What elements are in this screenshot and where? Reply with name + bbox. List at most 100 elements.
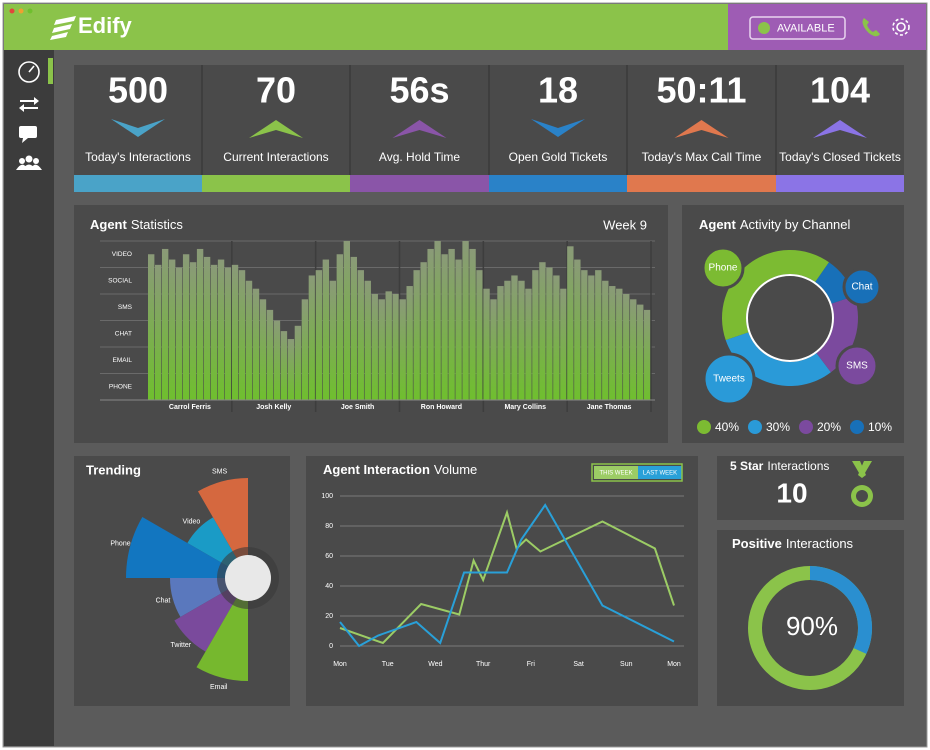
bar xyxy=(287,339,295,400)
panel-title: Agent Statistics xyxy=(90,217,183,232)
title-bold: 5 Star xyxy=(730,459,764,473)
logo[interactable]: Edify xyxy=(78,13,133,38)
settings-icon[interactable] xyxy=(892,18,910,36)
channel-bubble xyxy=(702,352,756,406)
phone-icon[interactable] xyxy=(862,18,881,37)
five-star-panel xyxy=(717,456,904,520)
bar xyxy=(483,288,490,400)
positive-ring-accent xyxy=(809,566,873,654)
kpi-label: Avg. Hold Time xyxy=(379,150,460,164)
bar xyxy=(609,286,616,400)
y-tick-label: 20 xyxy=(325,613,333,620)
bar xyxy=(448,248,455,400)
bar xyxy=(154,264,162,400)
panel-title: Positive Interactions xyxy=(732,536,854,551)
bar xyxy=(175,267,183,400)
bar xyxy=(623,294,630,400)
positive-value: 90% xyxy=(786,611,838,641)
bar xyxy=(224,267,232,400)
title-bold: Agent Interaction xyxy=(323,462,430,477)
trend-arrow xyxy=(249,120,303,138)
bar xyxy=(189,262,197,400)
trend-arrow xyxy=(813,120,867,138)
legend-toggle[interactable] xyxy=(638,466,682,479)
bar xyxy=(308,275,316,400)
x-tick-label: Mary Collins xyxy=(504,404,546,411)
title-bold: Agent xyxy=(699,217,737,232)
kpi-band xyxy=(776,175,904,192)
channel-label: SMS xyxy=(846,361,868,372)
y-tick-label: 60 xyxy=(325,553,333,560)
bar xyxy=(560,288,567,400)
channel-bubble xyxy=(842,267,882,307)
bar xyxy=(301,299,309,400)
kpi-value: 56s xyxy=(389,70,449,111)
bar xyxy=(455,259,462,400)
legend-label: 40% xyxy=(715,420,739,434)
bar xyxy=(434,241,441,400)
bar xyxy=(595,270,602,400)
x-tick-label: Wed xyxy=(428,661,442,668)
rose-label: Chat xyxy=(156,598,171,605)
legend-frame xyxy=(591,463,683,482)
title-bold: Agent xyxy=(90,217,128,232)
kpi-value: 18 xyxy=(538,70,578,111)
legend-swatch xyxy=(748,420,762,434)
bar xyxy=(161,248,169,400)
donut-hole xyxy=(746,274,834,362)
y-tick-label: 80 xyxy=(325,523,333,530)
bar xyxy=(525,288,532,400)
y-tick-label: PHONE xyxy=(109,383,133,390)
rose-wedge xyxy=(126,517,248,578)
transfer-icon[interactable] xyxy=(19,97,39,112)
bar xyxy=(210,264,218,400)
panel-title: Trending xyxy=(86,462,141,477)
legend-toggle[interactable] xyxy=(594,466,638,479)
medal-icon xyxy=(851,461,873,507)
window-dot[interactable] xyxy=(9,8,15,14)
bar xyxy=(532,270,539,400)
bar xyxy=(203,256,211,400)
agents-icon[interactable] xyxy=(16,155,42,171)
kpi-band xyxy=(489,175,627,192)
panel-title: 5 Star Interactions xyxy=(730,459,829,473)
x-tick-label: Fri xyxy=(527,661,536,668)
legend-label: 30% xyxy=(766,420,790,434)
status-button[interactable] xyxy=(749,16,846,40)
x-tick-label: Joe Smith xyxy=(341,404,374,411)
rose-label: Email xyxy=(210,684,228,691)
bar xyxy=(616,288,623,400)
legend-swatch xyxy=(799,420,813,434)
bar xyxy=(539,262,546,400)
legend-label: 20% xyxy=(817,420,841,434)
bar xyxy=(343,241,350,400)
x-tick-label: Mon xyxy=(333,661,347,668)
bar xyxy=(357,270,364,400)
kpi-value: 104 xyxy=(810,70,870,111)
bar xyxy=(182,254,190,400)
x-tick-label: Carrol Ferris xyxy=(169,404,211,411)
legend-label: 10% xyxy=(868,420,892,434)
chat-icon[interactable] xyxy=(19,126,37,143)
kpi-label: Today's Interactions xyxy=(85,150,191,164)
bar xyxy=(217,259,225,400)
channel-label: Chat xyxy=(851,282,872,293)
x-tick-label: Ron Howard xyxy=(421,404,462,411)
kpi-band xyxy=(350,175,489,192)
trend-arrow xyxy=(392,120,447,138)
x-tick-label: Thur xyxy=(476,661,491,668)
bar xyxy=(637,304,644,400)
bar xyxy=(588,275,595,400)
bar xyxy=(497,286,504,400)
bar xyxy=(350,256,357,400)
dashboard-icon[interactable] xyxy=(18,61,40,83)
window-dot[interactable] xyxy=(18,8,24,14)
channel-label: Phone xyxy=(709,263,738,274)
title: Volume xyxy=(434,462,477,477)
kpi-band xyxy=(74,175,202,192)
bar xyxy=(644,309,651,400)
window-dot[interactable] xyxy=(27,8,33,14)
y-tick-label: VIDEO xyxy=(112,251,132,258)
bar xyxy=(441,254,448,400)
logo-mark xyxy=(50,16,76,40)
